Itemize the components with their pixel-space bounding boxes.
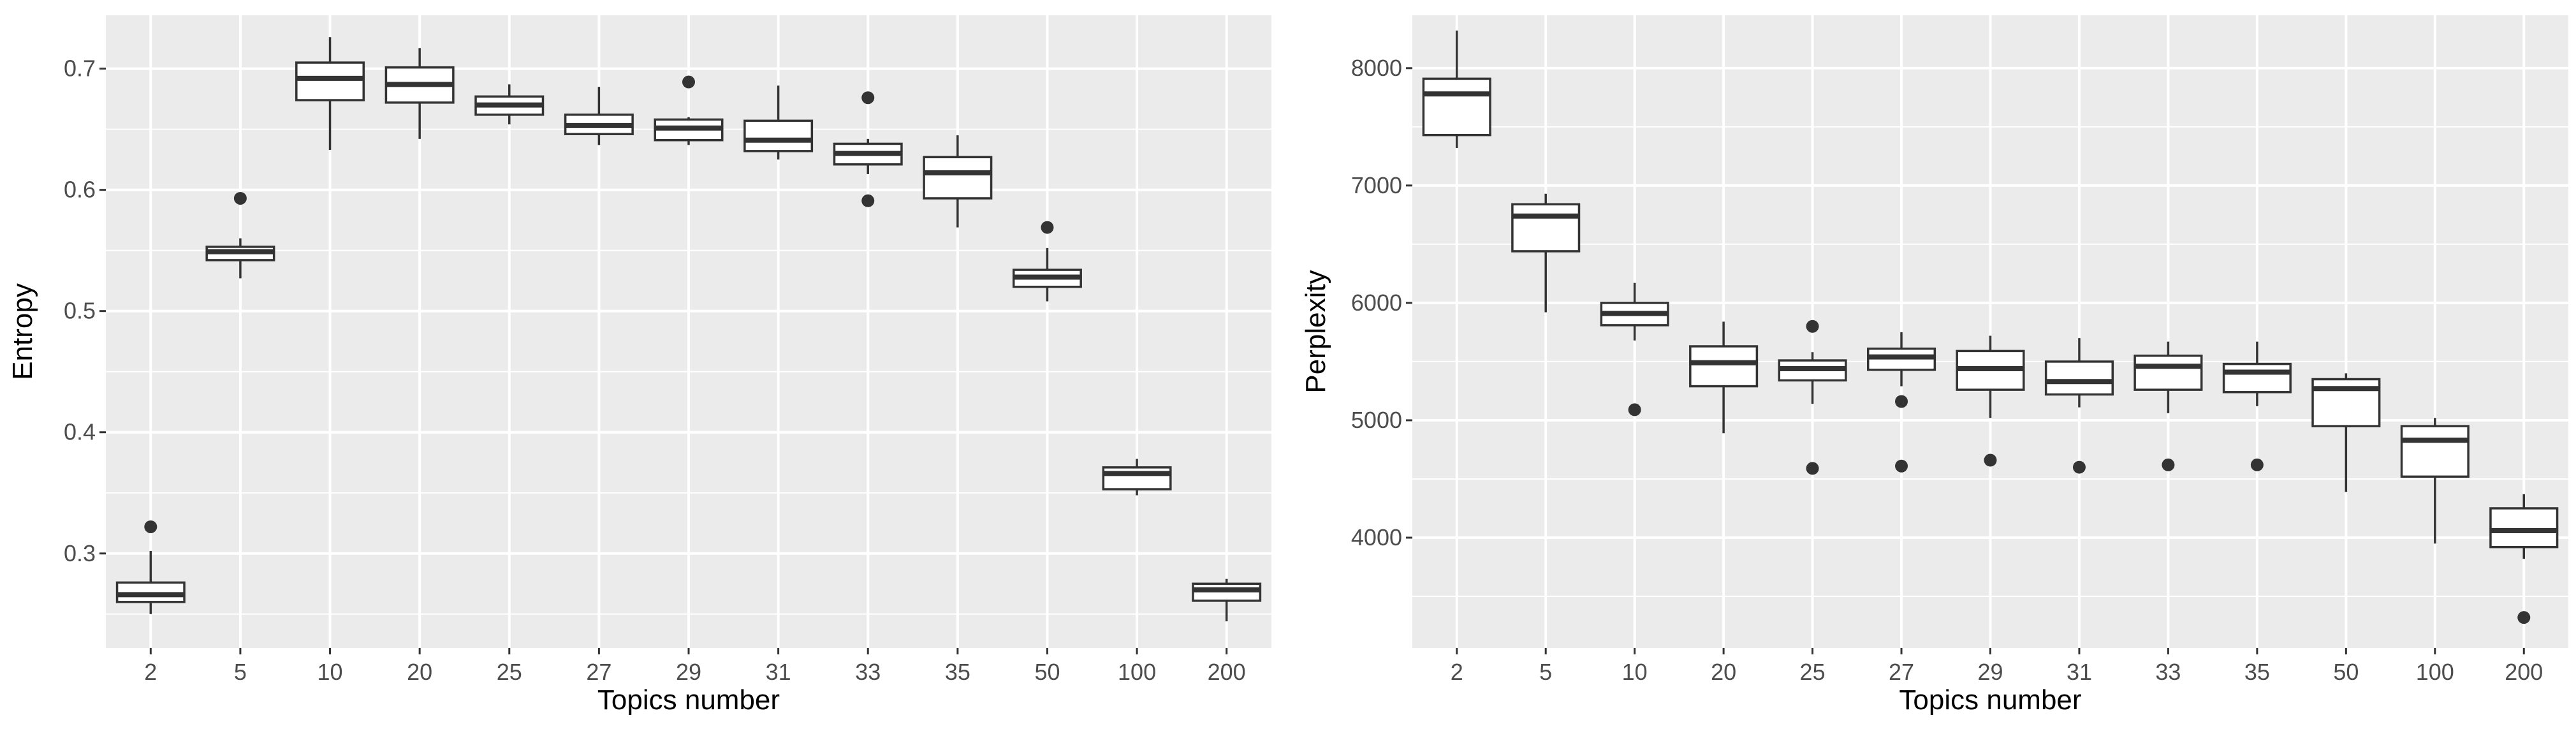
x-tick-label: 200 (1208, 659, 1246, 685)
box-29 (654, 75, 724, 145)
outlier-point (2072, 460, 2086, 474)
x-tick-label: 10 (1622, 659, 1648, 685)
box-10 (1600, 283, 1669, 416)
x-tick-label: 25 (1800, 659, 1826, 685)
y-tick-label: 0.5 (64, 298, 96, 324)
y-tick-label: 8000 (1351, 55, 1402, 81)
y-tick-label: 0.3 (64, 540, 96, 566)
x-tick-label: 10 (318, 659, 343, 685)
x-tick-label: 5 (234, 659, 247, 685)
outlier-point (1041, 221, 1054, 234)
iqr-box (743, 119, 814, 152)
box-35 (923, 135, 993, 228)
x-tick-label: 50 (2333, 659, 2359, 685)
x-tick-label: 29 (676, 659, 701, 685)
outlier-point (1806, 462, 1819, 475)
iqr-box (1422, 77, 1491, 136)
box-25 (1778, 320, 1847, 475)
y-axis-title: Entropy (7, 283, 38, 380)
outlier-point (861, 194, 875, 207)
box-25 (474, 84, 545, 125)
iqr-box (2222, 362, 2292, 394)
x-tick-label: 29 (1977, 659, 2003, 685)
box-33 (833, 91, 903, 207)
y-tick-label: 0.4 (64, 419, 96, 445)
box-5 (205, 191, 275, 279)
y-tick-label: 7000 (1351, 172, 1402, 198)
box-29 (1956, 335, 2025, 467)
iqr-box (1511, 203, 1581, 253)
box-200 (1192, 578, 1262, 622)
iqr-box (2489, 507, 2559, 549)
box-2 (115, 520, 186, 614)
outlier-point (1984, 453, 1997, 467)
outlier-point (1895, 459, 1908, 473)
outlier-point (1628, 403, 1641, 416)
x-tick-label: 200 (2505, 659, 2543, 685)
y-tick-label: 5000 (1351, 407, 1402, 433)
x-tick-label: 5 (1539, 659, 1552, 685)
box-27 (1866, 332, 1936, 473)
iqr-box (1102, 466, 1172, 490)
outlier-point (2517, 611, 2531, 624)
x-tick-label: 100 (1118, 659, 1156, 685)
iqr-box (1689, 345, 1759, 388)
x-tick-label: 31 (2067, 659, 2092, 685)
outlier-point (1806, 320, 1819, 333)
outlier-point (2250, 458, 2264, 471)
box-20 (1689, 321, 1759, 434)
outlier-point (2162, 458, 2175, 471)
x-tick-label: 33 (855, 659, 881, 685)
x-tick-label: 31 (766, 659, 791, 685)
box-33 (2133, 341, 2203, 471)
outlier-point (861, 91, 875, 105)
box-27 (564, 87, 634, 145)
x-axis-title: Topics number (597, 684, 780, 716)
box-50 (1012, 221, 1082, 302)
x-tick-label: 33 (2155, 659, 2181, 685)
x-axis-title: Topics number (1899, 684, 2081, 716)
box-100 (1102, 459, 1172, 496)
y-axis-title: Perplexity (1300, 270, 1331, 393)
y-tick-label: 0.6 (64, 177, 96, 203)
x-tick-label: 50 (1034, 659, 1060, 685)
iqr-box (2133, 354, 2203, 391)
x-tick-label: 100 (2416, 659, 2454, 685)
box-200 (2489, 494, 2559, 624)
y-tick-label: 0.7 (64, 55, 96, 82)
iqr-box (2044, 360, 2114, 396)
outlier-point (682, 75, 695, 89)
entropy-panel: 0.30.40.50.60.72 5 10 20 25 27 29 31 33 35 50 100 20… (7, 15, 1271, 716)
x-tick-label: 27 (1889, 659, 1914, 685)
box-5 (1511, 193, 1581, 313)
outlier-point (144, 520, 157, 533)
x-tick-label: 2 (144, 659, 157, 685)
box-100 (2400, 418, 2470, 544)
iqr-box (2400, 425, 2470, 478)
outlier-point (1895, 395, 1908, 408)
x-tick-label: 20 (407, 659, 432, 685)
x-tick-label: 25 (497, 659, 522, 685)
iqr-box (923, 156, 993, 200)
x-tick-label: 27 (586, 659, 611, 685)
box-50 (2311, 373, 2381, 492)
outlier-point (233, 191, 247, 205)
x-tick-label: 20 (1711, 659, 1736, 685)
box-31 (2044, 338, 2114, 474)
x-tick-label: 35 (2244, 659, 2270, 685)
iqr-box (295, 61, 365, 101)
box-35 (2222, 341, 2292, 471)
y-tick-label: 4000 (1351, 524, 1402, 550)
x-tick-label: 2 (1451, 659, 1463, 685)
y-tick-label: 6000 (1351, 290, 1402, 316)
box-20 (384, 48, 455, 139)
box-31 (743, 85, 814, 160)
box-2 (1422, 30, 1491, 148)
box-10 (295, 37, 365, 150)
x-tick-label: 35 (945, 659, 970, 685)
